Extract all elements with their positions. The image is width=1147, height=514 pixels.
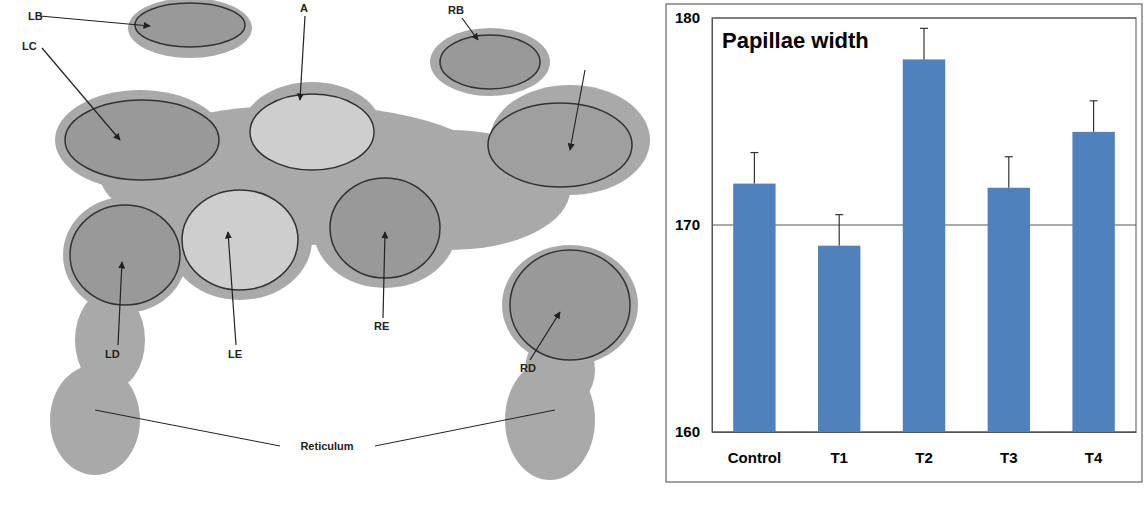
x-tick-label: Control — [728, 449, 781, 466]
bar — [733, 184, 775, 432]
chart-title: Papillae width — [722, 28, 869, 53]
pointer-arrow — [530, 312, 560, 360]
region-label: RD — [520, 362, 536, 374]
pointer-arrow — [118, 262, 122, 345]
region-outline — [330, 178, 440, 278]
bar — [988, 188, 1030, 432]
error-bar — [1008, 157, 1009, 188]
bar — [818, 246, 860, 432]
region-outline — [250, 94, 374, 170]
x-axis: Control T1 T2 T3 T4 — [713, 432, 1137, 466]
pointer-arrow — [40, 16, 150, 26]
error-bar — [1093, 101, 1094, 132]
region-outline — [510, 250, 630, 360]
pointer-arrow — [228, 232, 236, 345]
error-bar — [754, 153, 755, 184]
pointer-arrow — [570, 70, 585, 150]
chart-border — [666, 4, 1142, 482]
x-tick-label: T4 — [1085, 449, 1103, 466]
region-label: Reticulum — [300, 440, 353, 452]
error-cap — [920, 28, 928, 29]
x-tick-label: T3 — [1000, 449, 1018, 466]
x-axis-line — [713, 432, 1137, 433]
bars — [733, 59, 1115, 432]
region-outline — [65, 100, 219, 180]
region-outline — [70, 205, 180, 305]
y-tick-label: 180 — [675, 9, 700, 26]
x-tick: T3 — [1000, 432, 1018, 466]
x-tick-label: T1 — [830, 449, 848, 466]
pointer-arrow — [42, 48, 120, 140]
error-bars — [750, 28, 1097, 245]
pointer-arrow — [383, 232, 385, 318]
page: LB LC A RB LD LE RE RD Reticulum 160 170 180 Control… — [0, 0, 1147, 514]
region-label: LE — [228, 348, 242, 360]
y-tick-label: 160 — [675, 423, 700, 440]
grid — [712, 18, 1136, 432]
region-label: LD — [105, 348, 120, 360]
tissue — [50, 0, 650, 480]
pointer-arrow — [300, 16, 305, 100]
region-label: LB — [28, 10, 43, 22]
y-tick: 160 — [675, 423, 712, 440]
region-outline — [440, 35, 540, 89]
x-tick: T1 — [830, 432, 848, 466]
region-outline — [488, 103, 632, 187]
region-label: LC — [22, 40, 37, 52]
y-axis-line — [712, 19, 713, 433]
region-label: RB — [448, 4, 464, 16]
pointer-line — [375, 410, 555, 446]
error-cap — [835, 214, 843, 215]
y-tick: 180 — [675, 9, 712, 26]
diagram: LB LC A RB LD LE RE RD Reticulum — [22, 0, 650, 480]
region-label: A — [300, 2, 308, 14]
region-label: RE — [374, 320, 389, 332]
error-bar — [839, 215, 840, 246]
error-bar — [923, 28, 924, 59]
pointer-arrow — [462, 18, 478, 40]
x-tick-label: T2 — [915, 449, 933, 466]
error-cap — [1005, 156, 1013, 157]
y-tick-label: 170 — [675, 216, 700, 233]
bar — [1072, 132, 1114, 432]
y-tick: 170 — [675, 216, 712, 233]
x-tick: T4 — [1085, 432, 1103, 466]
error-cap — [750, 152, 758, 153]
region-outline — [135, 3, 245, 47]
plot-frame — [712, 18, 1136, 432]
tissue-lobe — [128, 0, 252, 58]
x-tick: T2 — [915, 432, 933, 466]
y-axis: 160 170 180 — [675, 9, 713, 440]
bar — [903, 59, 945, 432]
tissue-lobe — [430, 28, 550, 96]
error-cap — [1090, 100, 1098, 101]
pointer-line — [95, 410, 280, 446]
x-tick: Control — [728, 432, 781, 466]
tissue-lobe — [502, 245, 638, 365]
region-outline — [182, 190, 298, 290]
